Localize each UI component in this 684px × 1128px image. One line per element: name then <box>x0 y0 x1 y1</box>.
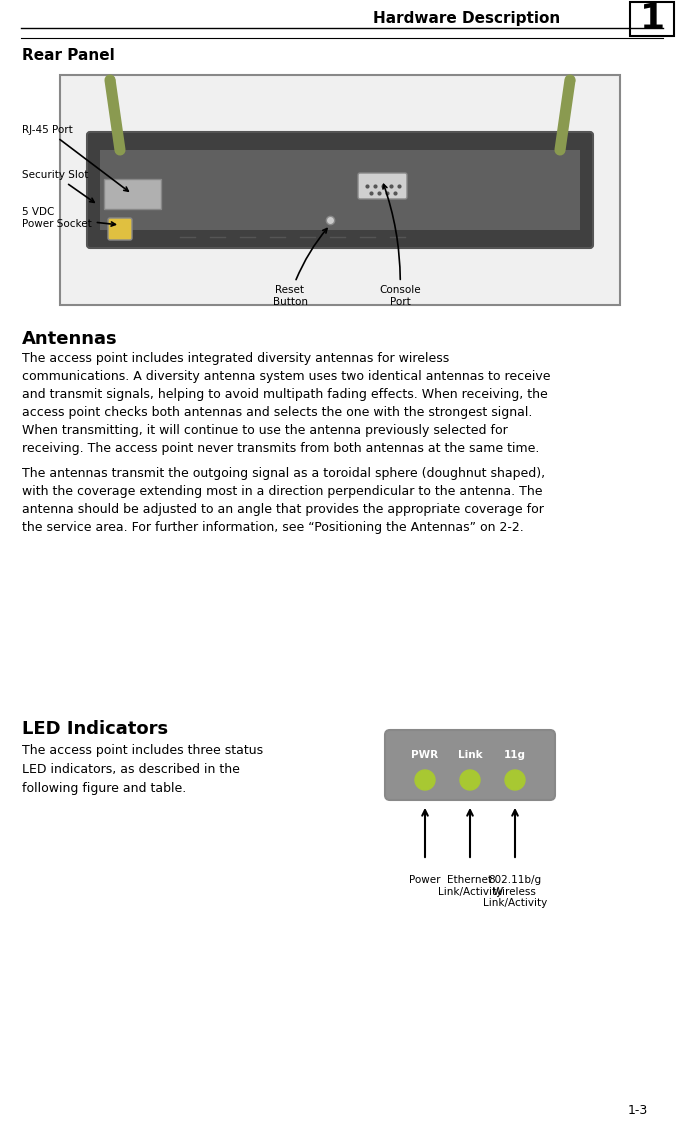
Text: Link: Link <box>458 750 482 760</box>
Text: Hardware Description: Hardware Description <box>373 10 560 26</box>
Circle shape <box>460 770 480 790</box>
FancyBboxPatch shape <box>108 218 132 240</box>
Text: 1-3: 1-3 <box>628 1103 648 1117</box>
Text: RJ-45 Port: RJ-45 Port <box>22 125 129 192</box>
Text: 1: 1 <box>640 2 665 36</box>
Text: 5 VDC
Power Socket: 5 VDC Power Socket <box>22 208 116 229</box>
Text: Ethernet
Link/Activity: Ethernet Link/Activity <box>438 875 502 897</box>
FancyBboxPatch shape <box>385 730 555 800</box>
Text: Antennas: Antennas <box>22 331 118 349</box>
FancyBboxPatch shape <box>100 150 580 230</box>
FancyBboxPatch shape <box>104 179 161 209</box>
Text: The access point includes integrated diversity antennas for wireless
communicati: The access point includes integrated div… <box>22 352 551 455</box>
Circle shape <box>415 770 435 790</box>
Text: LED Indicators: LED Indicators <box>22 720 168 738</box>
FancyBboxPatch shape <box>630 2 674 36</box>
Text: Rear Panel: Rear Panel <box>22 47 115 62</box>
Text: 11g: 11g <box>504 750 526 760</box>
FancyBboxPatch shape <box>358 173 407 199</box>
Text: The antennas transmit the outgoing signal as a toroidal sphere (doughnut shaped): The antennas transmit the outgoing signa… <box>22 467 545 534</box>
Text: 802.11b/g
Wireless
Link/Activity: 802.11b/g Wireless Link/Activity <box>483 875 547 908</box>
Text: Power: Power <box>409 875 440 885</box>
Text: Security Slot: Security Slot <box>22 170 94 202</box>
FancyBboxPatch shape <box>87 132 593 248</box>
Text: Console
Port: Console Port <box>379 184 421 307</box>
Text: PWR: PWR <box>412 750 438 760</box>
FancyBboxPatch shape <box>60 74 620 305</box>
Text: The access point includes three status
LED indicators, as described in the
follo: The access point includes three status L… <box>22 744 263 795</box>
Text: Reset
Button: Reset Button <box>272 229 327 307</box>
Circle shape <box>505 770 525 790</box>
